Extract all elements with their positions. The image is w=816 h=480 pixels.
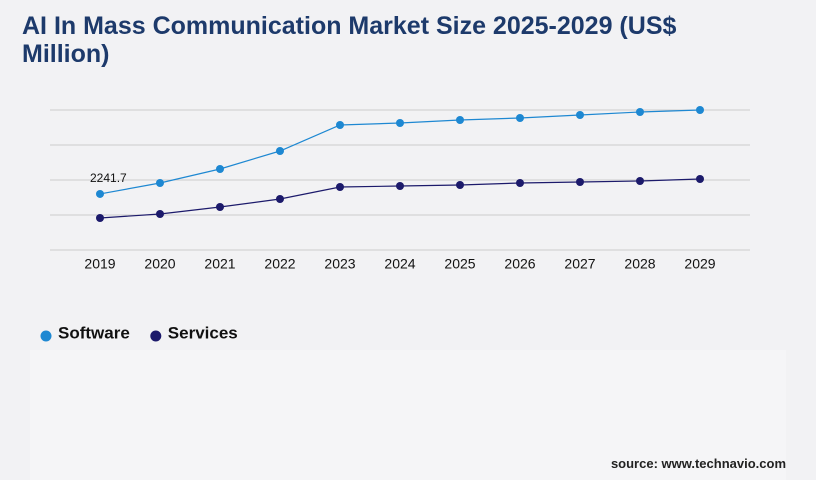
data-point [456, 181, 464, 189]
data-point [396, 182, 404, 190]
x-tick-label: 2022 [264, 256, 295, 272]
data-point [336, 183, 344, 191]
data-point [96, 189, 104, 198]
x-tick-label: 2024 [384, 256, 415, 272]
x-tick-label: 2026 [504, 256, 535, 272]
data-point [216, 165, 224, 173]
x-tick-label: 2028 [624, 256, 655, 272]
data-point [696, 175, 704, 183]
x-tick-label: 2027 [564, 256, 595, 272]
data-point [516, 114, 524, 122]
legend-marker [150, 330, 162, 342]
legend-label: Software [58, 323, 130, 342]
x-tick-label: 2021 [204, 256, 235, 272]
lower-panel [30, 350, 786, 480]
x-tick-label: 2023 [324, 256, 355, 272]
data-point [276, 147, 284, 155]
data-point [396, 119, 404, 127]
data-point [516, 179, 524, 187]
data-point [636, 108, 644, 116]
data-point [96, 214, 104, 222]
x-tick-label: 2025 [444, 256, 475, 272]
data-point [696, 106, 704, 114]
data-point [636, 177, 644, 185]
x-tick-label: 2029 [684, 256, 715, 272]
data-point [276, 195, 284, 203]
data-point [576, 178, 584, 186]
data-point [216, 203, 224, 211]
data-point [456, 116, 464, 124]
x-tick-label: 2020 [144, 256, 175, 272]
data-point [156, 179, 164, 187]
data-label: 2241.7 [90, 171, 127, 185]
legend-label: Services [168, 323, 238, 342]
legend-marker [40, 330, 52, 342]
data-point [336, 121, 344, 129]
chart-title: AI In Mass Communication Market Size 202… [22, 12, 677, 68]
data-point [156, 210, 164, 218]
data-point [576, 111, 584, 119]
x-tick-label: 2019 [84, 256, 115, 272]
source: source: www.technavio.com [610, 456, 786, 471]
